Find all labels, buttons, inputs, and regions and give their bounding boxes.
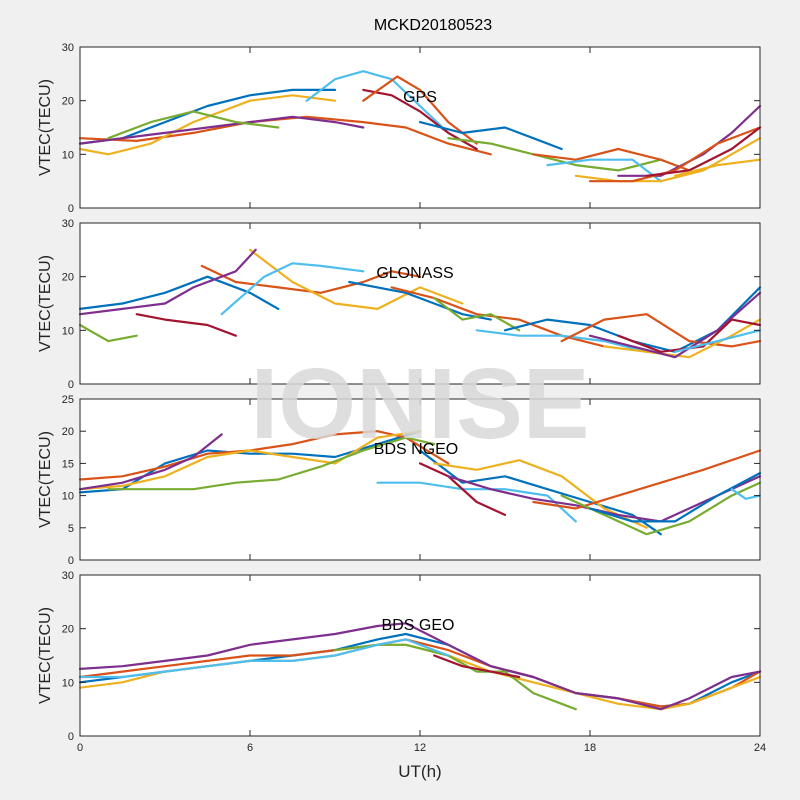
- y-axis-label: VTEC(TECU): [37, 607, 54, 704]
- series-line-6: [78, 638, 450, 679]
- series-line-17: [673, 158, 762, 177]
- y-tick-label: 30: [62, 570, 74, 582]
- panel-annotation: GPS: [403, 89, 437, 106]
- y-tick-label: 20: [62, 96, 74, 108]
- series-line-13: [588, 472, 762, 523]
- series-line-15: [588, 126, 762, 183]
- series-line-11: [532, 147, 691, 172]
- series-line-10: [433, 297, 521, 332]
- x-axis-label: UT(h): [398, 762, 441, 781]
- y-axis-label: VTEC(TECU): [37, 431, 54, 528]
- panel-3: 0 5 10 15 20 25 VTEC(TECU) BDS NGEO: [37, 394, 762, 567]
- series-line-10: [447, 137, 662, 172]
- y-tick-label: 10: [62, 677, 74, 689]
- series-group: [78, 622, 762, 711]
- series-line-4: [78, 248, 257, 316]
- y-axis-label: VTEC(TECU): [37, 255, 54, 352]
- series-line-6: [305, 70, 450, 134]
- series-line-12: [546, 158, 662, 183]
- y-axis-label: VTEC(TECU): [37, 79, 54, 176]
- series-line-3: [78, 94, 337, 156]
- y-tick-label: 0: [68, 555, 74, 567]
- series-line-3: [248, 248, 464, 310]
- y-tick-label: 30: [62, 218, 74, 230]
- x-tick-label: 0: [77, 742, 83, 754]
- series-line-13: [560, 313, 762, 348]
- series-line-1: [78, 430, 422, 494]
- series-line-5: [107, 436, 436, 491]
- series-line-8: [362, 75, 478, 145]
- panel-4: 0 6 12 18 24 0 10 20 30 VTEC(TECU) BDS GEO: [37, 570, 766, 754]
- plot-area: [80, 223, 760, 384]
- y-tick-label: 15: [62, 458, 74, 470]
- series-line-9: [418, 121, 563, 151]
- y-tick-label: 30: [62, 42, 74, 54]
- y-tick-label: 0: [68, 203, 74, 215]
- series-group: [78, 70, 762, 183]
- series-line-8: [418, 449, 662, 536]
- series-line-6: [220, 262, 365, 316]
- x-tick-label: 12: [414, 742, 426, 754]
- x-tick-label: 6: [247, 742, 253, 754]
- y-tick-label: 25: [62, 394, 74, 406]
- y-tick-label: 20: [62, 426, 74, 438]
- series-line-14: [730, 488, 762, 500]
- panels-layer: 0 10 20 30 VTEC(TECU) GPS 0 10 20 30 VTEC(TECU) GLO…: [37, 42, 766, 754]
- series-group: [78, 430, 762, 536]
- series-line-16: [645, 126, 762, 177]
- y-tick-label: 5: [68, 523, 74, 535]
- series-line-1: [78, 275, 280, 310]
- plot-area: [80, 575, 760, 736]
- series-line-3: [78, 430, 422, 491]
- panel-annotation: BDS GEO: [382, 617, 455, 634]
- series-line-9: [433, 459, 648, 529]
- x-tick-label: 18: [584, 742, 596, 754]
- panel-annotation: GLONASS: [376, 265, 453, 282]
- series-line-11: [532, 449, 762, 510]
- series-line-14: [603, 318, 762, 359]
- series-line-6: [376, 481, 577, 523]
- series-line-15: [588, 291, 762, 359]
- series-line-13: [574, 137, 762, 183]
- series-line-2: [78, 115, 492, 156]
- y-tick-label: 10: [62, 149, 74, 161]
- y-tick-label: 20: [62, 272, 74, 284]
- panel-2: 0 10 20 30 VTEC(TECU) GLONASS: [37, 218, 762, 391]
- panel-1: 0 10 20 30 VTEC(TECU) GPS: [37, 42, 762, 215]
- series-line-4: [78, 622, 762, 711]
- y-tick-label: 10: [62, 325, 74, 337]
- figure-title: MCKD20180523: [374, 17, 492, 34]
- y-tick-label: 10: [62, 491, 74, 503]
- series-line-7: [362, 88, 478, 151]
- series-line-7: [433, 654, 521, 679]
- series-line-11: [475, 329, 648, 353]
- series-line-2: [200, 264, 422, 294]
- series-group: [78, 248, 762, 359]
- x-tick-label: 24: [754, 742, 766, 754]
- panel-annotation: BDS NGEO: [374, 441, 458, 458]
- watermark-text: IONISE: [251, 348, 590, 460]
- series-line-4: [78, 115, 365, 145]
- series-line-5: [78, 323, 138, 343]
- series-line-7: [418, 462, 507, 516]
- y-tick-label: 0: [68, 731, 74, 743]
- y-tick-label: 0: [68, 379, 74, 391]
- series-line-7: [135, 313, 237, 337]
- series-line-5: [107, 110, 280, 140]
- series-line-16: [617, 318, 762, 353]
- series-line-17: [673, 329, 762, 353]
- y-tick-label: 20: [62, 624, 74, 636]
- series-line-8: [348, 280, 492, 321]
- series-line-4: [78, 433, 223, 491]
- series-line-2: [78, 638, 762, 708]
